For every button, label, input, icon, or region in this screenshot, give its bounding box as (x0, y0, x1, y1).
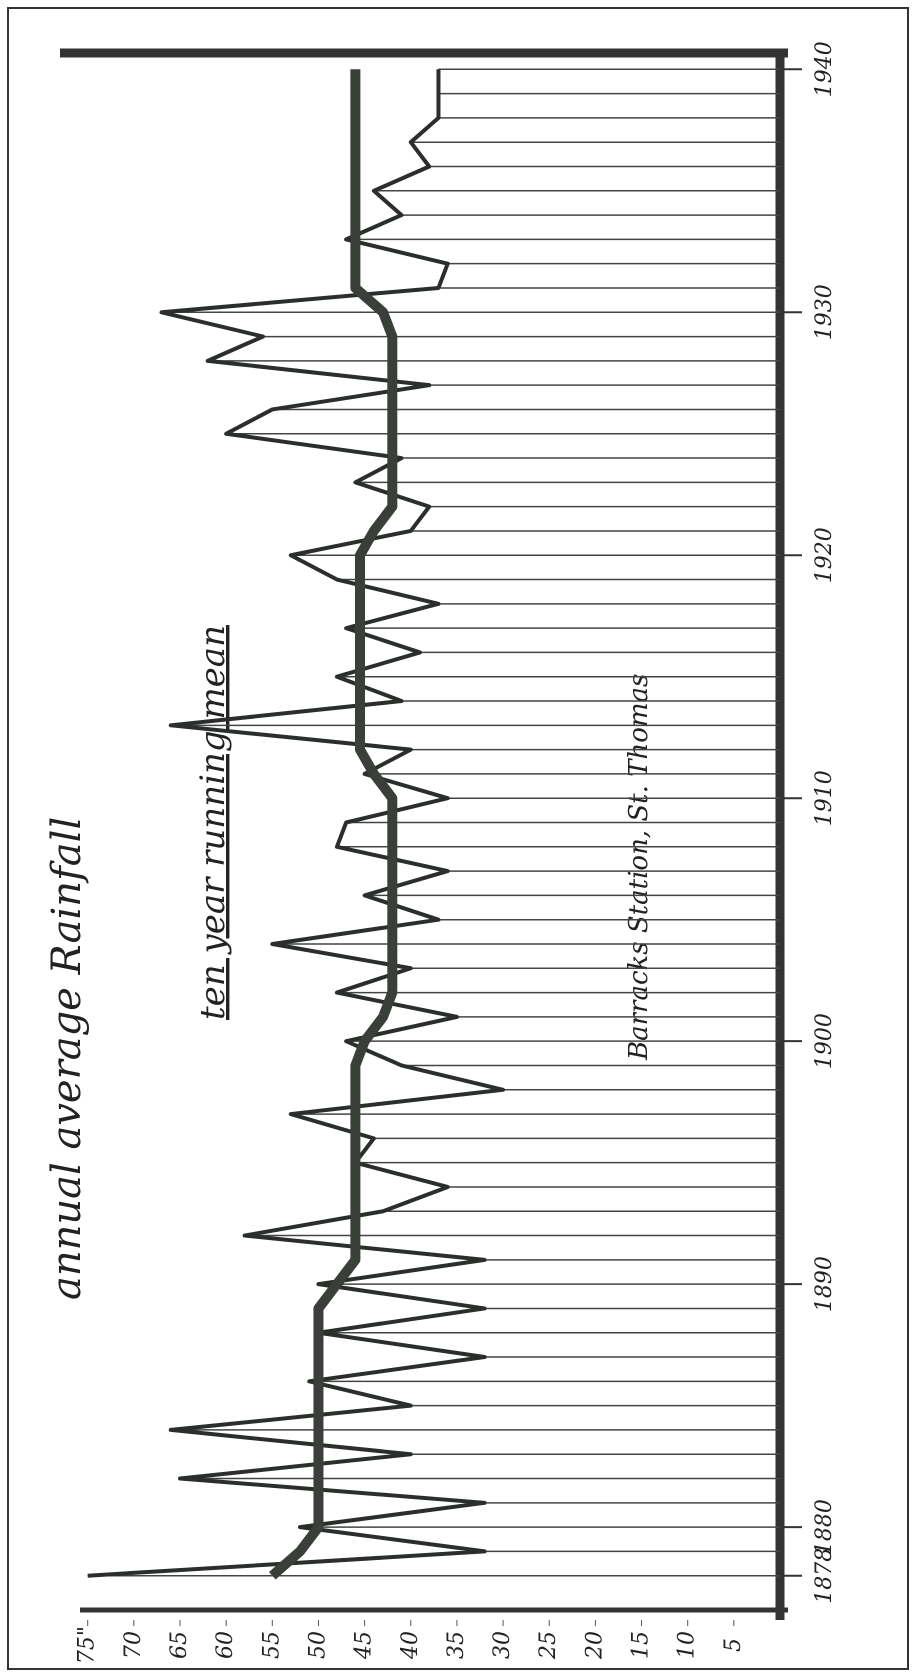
y-tick-label: 20 (582, 1631, 607, 1660)
y-tick-label: 30 (490, 1631, 515, 1659)
x-tick-label: 1880 (812, 1499, 837, 1555)
y-tick-label: 40 (398, 1631, 423, 1660)
rainfall-line (87, 69, 506, 1578)
mean-line (269, 69, 398, 1580)
series-label: ten year running mean (193, 625, 233, 1020)
y-tick-label: 65 (167, 1631, 192, 1659)
frame (7, 7, 909, 1670)
y-tick-label: 5 (721, 1638, 746, 1652)
y-tick-label: 15 (629, 1631, 654, 1659)
x-tick-label: 1900 (812, 1013, 837, 1069)
y-tick-label: 60 (213, 1631, 238, 1659)
y-tick-label: 55 (259, 1631, 284, 1659)
y-tick-label: 25 (536, 1631, 561, 1660)
y-tick-label: 45 (352, 1631, 377, 1660)
x-tick-label: 1890 (812, 1256, 837, 1312)
y-tick-label: 75" (75, 1626, 100, 1664)
y-tick-label: 50 (305, 1631, 330, 1659)
x-tick-label: 1878 (812, 1548, 837, 1604)
x-tick-label: 1910 (812, 770, 837, 826)
y-tick-label: 10 (675, 1631, 700, 1659)
y-tick-label: 70 (121, 1631, 146, 1659)
x-tick-label: 1930 (812, 284, 837, 340)
chart-title: annual average Rainfall (44, 817, 90, 1300)
y-tick-label: 35 (444, 1631, 469, 1659)
annotation: Barracks Station, St. Thomas (624, 674, 654, 1061)
x-tick-label: 1940 (812, 41, 837, 97)
x-tick-label: 1920 (812, 527, 837, 583)
